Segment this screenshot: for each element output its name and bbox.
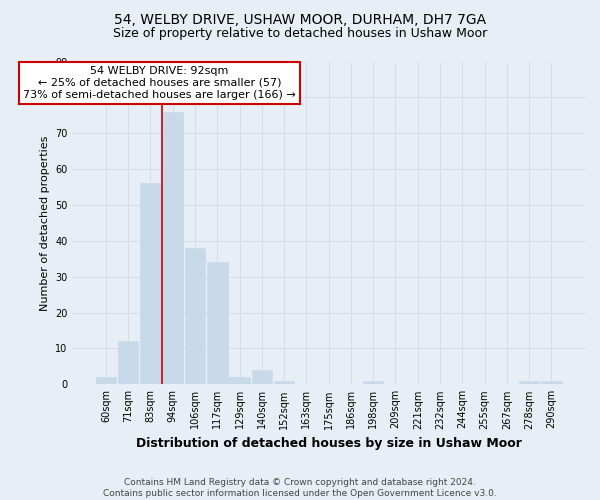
Bar xyxy=(118,342,139,384)
Bar xyxy=(207,262,227,384)
Bar xyxy=(163,112,183,384)
Bar xyxy=(363,380,383,384)
Bar xyxy=(251,370,272,384)
Bar xyxy=(519,380,539,384)
Y-axis label: Number of detached properties: Number of detached properties xyxy=(40,135,50,310)
Bar xyxy=(541,380,562,384)
Text: 54, WELBY DRIVE, USHAW MOOR, DURHAM, DH7 7GA: 54, WELBY DRIVE, USHAW MOOR, DURHAM, DH7… xyxy=(114,12,486,26)
Bar xyxy=(140,184,161,384)
Bar xyxy=(274,380,295,384)
Text: 54 WELBY DRIVE: 92sqm
← 25% of detached houses are smaller (57)
73% of semi-deta: 54 WELBY DRIVE: 92sqm ← 25% of detached … xyxy=(23,66,296,100)
Bar xyxy=(185,248,205,384)
X-axis label: Distribution of detached houses by size in Ushaw Moor: Distribution of detached houses by size … xyxy=(136,437,521,450)
Text: Contains HM Land Registry data © Crown copyright and database right 2024.
Contai: Contains HM Land Registry data © Crown c… xyxy=(103,478,497,498)
Text: Size of property relative to detached houses in Ushaw Moor: Size of property relative to detached ho… xyxy=(113,28,487,40)
Bar xyxy=(95,377,116,384)
Bar xyxy=(229,377,250,384)
